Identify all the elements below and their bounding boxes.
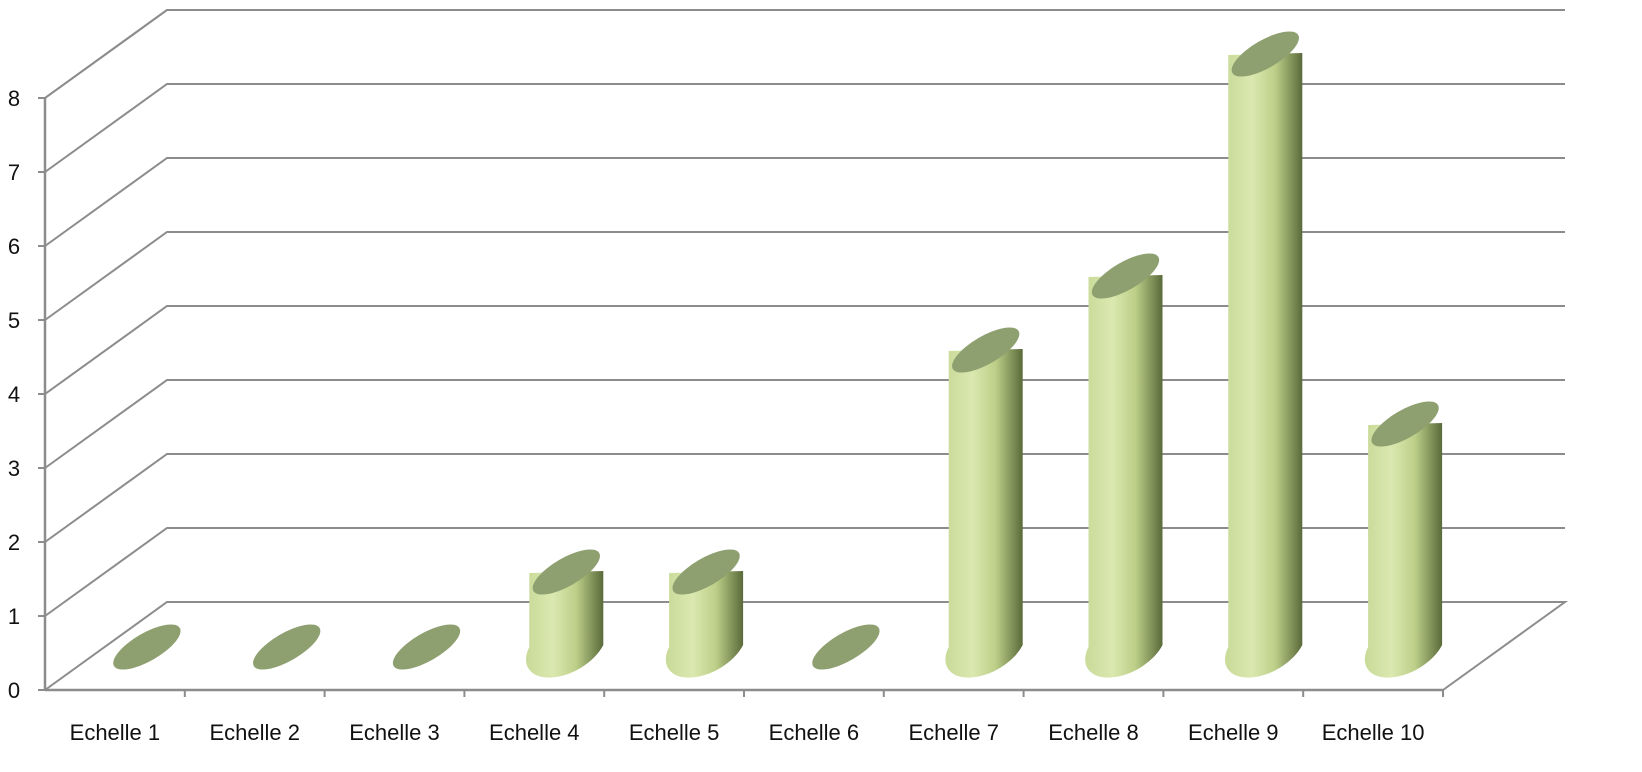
gridlines <box>44 9 1569 691</box>
bar-top <box>672 549 740 595</box>
bar <box>1364 401 1443 678</box>
x-tick-label: Echelle 5 <box>629 720 720 745</box>
bar-body <box>525 571 604 678</box>
x-tick-label: Echelle 3 <box>349 720 440 745</box>
y-tick-label: 2 <box>8 530 20 555</box>
bar-top <box>1231 31 1299 77</box>
axes <box>38 97 1444 697</box>
bar <box>113 624 181 670</box>
bar-zero-disc <box>253 624 321 670</box>
x-tick-label: Echelle 1 <box>70 720 161 745</box>
y-tick-label: 0 <box>8 678 20 703</box>
bar-body <box>1364 423 1443 678</box>
bar <box>812 624 880 670</box>
bar <box>945 327 1023 678</box>
bar-top <box>1371 401 1439 447</box>
bar-body <box>945 349 1023 678</box>
bar <box>1224 31 1303 678</box>
gridline <box>44 83 1565 173</box>
bar-body <box>1224 53 1303 678</box>
x-tick-label: Echelle 10 <box>1322 720 1425 745</box>
x-tick-labels: Echelle 1 Echelle 2 Echelle 3 Echelle 4 Eche… <box>70 720 1425 745</box>
bar <box>525 549 604 678</box>
y-tick-label: 5 <box>8 308 20 333</box>
bars <box>113 31 1443 678</box>
bar <box>665 549 744 678</box>
bar-top <box>532 549 600 595</box>
y-tick-label: 7 <box>8 160 20 185</box>
floor-outline <box>44 601 1569 691</box>
bar-zero-disc <box>812 624 880 670</box>
y-tick-labels: 0 1 2 3 4 5 6 7 8 <box>8 86 20 703</box>
bar-zero-disc <box>392 624 461 670</box>
x-tick-label: Echelle 8 <box>1048 720 1139 745</box>
gridline <box>44 231 1565 321</box>
gridline <box>44 9 1565 99</box>
x-tick-label: Echelle 2 <box>209 720 300 745</box>
x-tick-label: Echelle 6 <box>769 720 860 745</box>
x-tick-label: Echelle 9 <box>1188 720 1279 745</box>
bar-zero-disc <box>113 624 181 670</box>
bar <box>1085 253 1163 678</box>
bar-body <box>1085 275 1163 678</box>
gridline <box>44 157 1565 247</box>
bar-top <box>952 327 1020 373</box>
y-tick-label: 4 <box>8 382 20 407</box>
bar <box>253 624 321 670</box>
x-tick-label: Echelle 7 <box>908 720 999 745</box>
bar-body <box>665 571 744 678</box>
y-tick-label: 8 <box>8 86 20 111</box>
y-tick-label: 6 <box>8 234 20 259</box>
x-tick-label: Echelle 4 <box>489 720 580 745</box>
bar <box>392 624 461 670</box>
y-tick-label: 1 <box>8 604 20 629</box>
y-tick-label: 3 <box>8 456 20 481</box>
bar-top <box>1091 253 1160 299</box>
